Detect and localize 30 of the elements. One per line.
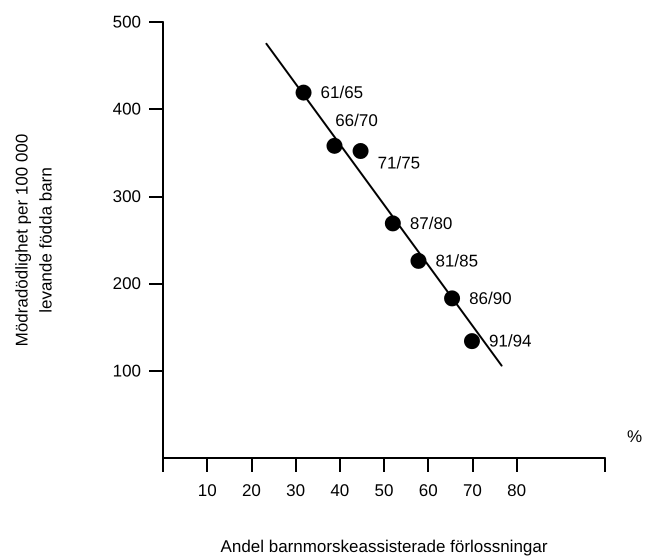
x-tick-label: 60	[418, 481, 438, 500]
x-tick-label: 10	[198, 481, 217, 500]
x-tick-label: 40	[330, 481, 350, 500]
data-label: 86/90	[469, 288, 512, 308]
y-tick-label: 200	[112, 274, 141, 294]
x-tick-label: 70	[462, 481, 482, 500]
text: %	[627, 427, 642, 446]
data-label: 61/65	[320, 83, 364, 102]
y-tick-label: 300	[112, 186, 141, 206]
data-label: 66/70	[335, 110, 378, 130]
y-tick-label: 500	[112, 12, 141, 32]
y-tick-label: 400	[112, 100, 141, 119]
data-label: 71/75	[378, 154, 420, 173]
point	[352, 143, 369, 160]
point	[410, 252, 426, 269]
y-axis-title: Mödradödlighet per 100 000 levande födda barn	[12, 134, 56, 346]
point	[464, 333, 480, 350]
data-label: 87/80	[410, 214, 452, 233]
data-label: 81/85	[435, 251, 478, 270]
point	[384, 215, 401, 232]
point	[444, 290, 460, 306]
x-tick-label: 80	[507, 481, 526, 500]
point	[326, 138, 342, 154]
x-tick-label: 30	[286, 481, 306, 500]
x-tick-label: 50	[374, 481, 394, 500]
x-tick-label: 20	[242, 481, 261, 500]
point	[296, 84, 312, 101]
data-label: 91/94	[488, 332, 532, 351]
x-axis-title: Andel barnmorskeassisterade förlossningar	[220, 537, 548, 556]
y-tick-label: 100	[112, 361, 141, 380]
